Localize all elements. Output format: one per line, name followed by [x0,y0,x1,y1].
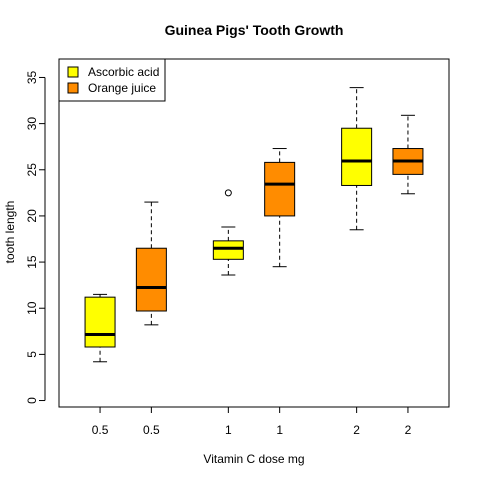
y-tick-label: 35 [25,70,39,84]
legend-label: Ascorbic acid [88,65,159,79]
x-tick-label: 0.5 [92,423,109,437]
box-body [135,247,167,312]
box-group [84,293,116,363]
box-group [264,148,296,268]
legend-swatch [67,82,79,94]
box-group [212,189,244,276]
legend-label: Orange juice [88,81,156,95]
x-tick-label: 2 [353,423,360,437]
box-body [212,240,244,260]
plot-frame [58,58,450,408]
box-group [135,201,167,326]
chart-title: Guinea Pigs' Tooth Growth [165,22,344,38]
y-tick-label: 30 [25,117,39,131]
y-tick-label: 20 [25,209,39,223]
y-tick-label: 25 [25,163,39,177]
y-tick-label: 5 [25,351,39,358]
x-tick-label: 0.5 [143,423,160,437]
x-axis: 0.5 0.5 1 1 2 2 [92,406,412,437]
y-tick-label: 0 [25,397,39,404]
legend: Ascorbic acid Orange juice [58,58,166,102]
y-tick-label: 15 [25,255,39,269]
x-tick-label: 2 [405,423,412,437]
y-tick-label: 10 [25,301,39,315]
box-body [264,161,296,217]
box-body [84,296,116,348]
outlier-point [224,189,232,197]
boxes-layer [84,87,424,363]
box-group [392,114,424,195]
box-group [341,87,373,231]
x-tick-label: 1 [276,423,283,437]
legend-swatch [67,66,79,78]
x-tick-label: 1 [225,423,232,437]
box-body [341,127,373,186]
y-axis: 0 5 10 15 20 25 30 35 [25,70,46,404]
y-axis-label: tooth length [3,201,17,264]
legend-box [58,58,166,102]
x-axis-label: Vitamin C dose mg [203,452,304,466]
